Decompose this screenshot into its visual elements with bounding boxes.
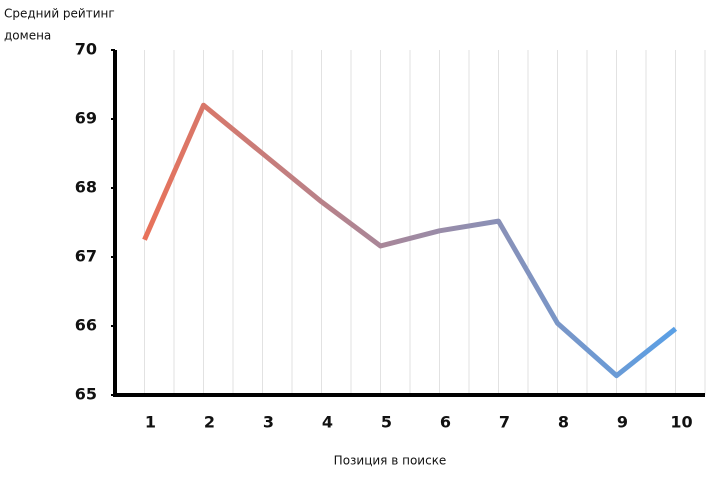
y-tick-label: 67 [75, 247, 97, 266]
y-axis-label-2: домена [4, 29, 51, 43]
y-tick-label: 69 [75, 109, 97, 128]
y-tick-label: 66 [75, 316, 97, 335]
y-tick-label: 70 [75, 40, 97, 59]
x-tick-label: 10 [670, 413, 692, 432]
x-axis-label: Позиция в поиске [334, 454, 447, 468]
x-tick-label: 9 [617, 413, 628, 432]
line [142, 102, 678, 379]
x-tick-label: 8 [558, 413, 569, 432]
y-tick-label: 65 [75, 385, 97, 404]
y-axis-label-1: Средний рейтинг [4, 7, 115, 21]
x-tick-label: 6 [440, 413, 451, 432]
x-tick-label: 5 [381, 413, 392, 432]
y-tick-label: 68 [75, 178, 97, 197]
x-tick-label: 1 [145, 413, 156, 432]
x-tick-label: 7 [499, 413, 510, 432]
x-tick-label: 2 [204, 413, 215, 432]
x-tick-label: 4 [322, 413, 333, 432]
x-tick-label: 3 [263, 413, 274, 432]
